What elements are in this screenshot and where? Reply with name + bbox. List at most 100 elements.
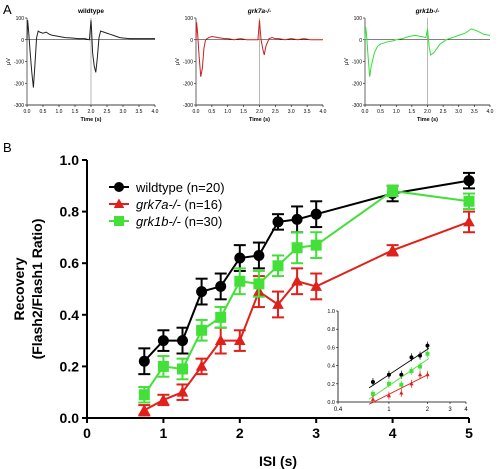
data-point — [157, 335, 169, 347]
inset-data-point — [386, 372, 391, 377]
x-tick-label: 0.5 — [208, 109, 215, 115]
y-tick-label: 0.0 — [60, 410, 80, 426]
inset-background — [338, 311, 466, 402]
y-tick-label: -300 — [14, 103, 24, 109]
x-tick-label: 1.0 — [56, 109, 63, 115]
data-point — [138, 389, 150, 401]
data-point — [157, 393, 170, 405]
x-tick-label: 3.0 — [120, 109, 127, 115]
x-tick-label: 3.5 — [304, 109, 311, 115]
data-point — [214, 334, 227, 345]
data-point — [253, 278, 265, 290]
x-tick-label: 3.5 — [471, 109, 478, 115]
x-tick-label: 4.0 — [320, 109, 327, 115]
x-tick-label: 0.5 — [40, 109, 47, 115]
data-point — [195, 360, 208, 371]
y-tick-label: -300 — [352, 103, 362, 109]
inset-y-tick-label: 1.0 — [327, 309, 335, 315]
legend-marker — [113, 198, 125, 208]
inset-data-point — [399, 390, 404, 395]
series-0 — [138, 171, 475, 376]
legend-label: grk7a-/- (n=16) — [136, 197, 222, 212]
panel-label-a: A — [3, 2, 12, 17]
data-point — [310, 239, 322, 251]
x-tick-label: 1.5 — [408, 109, 415, 115]
data-point — [272, 260, 284, 272]
data-point — [291, 275, 303, 286]
x-axis-label: Time (s) — [417, 117, 438, 123]
y-tick-label: -100 — [14, 60, 24, 66]
data-point — [234, 252, 246, 264]
y-tick-label: 100 — [354, 16, 363, 22]
inset-x-tick-label: 0.4 — [334, 407, 343, 413]
inset-data-point — [425, 351, 430, 356]
y-tick-label: 0.6 — [60, 255, 80, 271]
inset-y-tick-label: 0.2 — [327, 382, 335, 388]
x-tick-label: 3.0 — [288, 109, 295, 115]
inset-x-tick-label: 4 — [464, 407, 468, 413]
x-tick-label: 0.5 — [377, 109, 384, 115]
data-point — [253, 249, 265, 261]
x-tick-label: 4 — [389, 425, 397, 441]
data-point — [177, 363, 188, 375]
inset-chart: 0.0 0.2 0.4 0.6 0.8 1.0 0.4 1 2 3 4 — [327, 309, 468, 413]
inset-y-tick-label: 0.0 — [327, 400, 335, 406]
inset-data-point — [409, 355, 414, 360]
y-axis-label-line1: Recovery — [11, 257, 27, 320]
y-tick-label: -200 — [14, 81, 24, 87]
inset-data-point — [370, 397, 376, 401]
erg-trace — [195, 20, 323, 77]
inset-x-tick-label: 1 — [387, 407, 391, 413]
inset-data-point — [370, 391, 375, 396]
inset-data-point — [399, 372, 404, 377]
trace-title: wildtype — [77, 8, 104, 15]
x-tick-label: 3 — [312, 425, 320, 441]
panel-label-b: B — [3, 140, 12, 155]
y-tick-label: 0.4 — [60, 307, 80, 323]
inset-series-2 — [368, 370, 430, 405]
y-tick-label: 0 — [190, 38, 193, 44]
erg-trace — [364, 26, 491, 77]
x-tick-label: 0.0 — [24, 109, 31, 115]
y-tick-label: 0.8 — [60, 204, 80, 220]
data-point — [196, 286, 208, 298]
data-point — [196, 324, 208, 336]
inset-data-point — [425, 343, 430, 348]
erg-trace — [26, 20, 155, 88]
inset-data-point — [409, 369, 414, 374]
data-point — [234, 275, 246, 287]
y-tick-label: 100 — [185, 16, 194, 22]
inset-data-point — [370, 379, 375, 384]
y-tick-label: 100 — [16, 16, 25, 22]
trace-title: grk7a-/- — [247, 8, 271, 15]
data-point — [234, 334, 246, 345]
inset-series-0 — [368, 341, 430, 389]
inset-data-point — [409, 381, 414, 386]
x-tick-label: 1.5 — [72, 109, 79, 115]
data-point — [272, 298, 284, 309]
legend-label: grk1b-/- (n=30) — [136, 214, 222, 229]
y-tick-label: 1.0 — [60, 152, 80, 168]
inset-data-point — [386, 393, 392, 398]
data-point — [215, 311, 227, 323]
inset-y-tick-label: 0.4 — [327, 364, 335, 370]
inset-y-tick-label: 0.6 — [327, 345, 335, 351]
data-point — [138, 404, 151, 415]
legend: wildtype (n=20) grk7a-/- (n=16) grk1b-/- (… — [109, 180, 225, 229]
data-point — [272, 216, 284, 228]
x-tick-label: 0.0 — [362, 109, 369, 115]
x-tick-label: 2 — [236, 425, 244, 441]
x-tick-label: 1 — [160, 425, 168, 441]
y-axis-label-line2: (Flash2/Flash1 Ratio) — [29, 219, 45, 360]
x-tick-label: 3.0 — [455, 109, 462, 115]
inset-x-tick-label: 3 — [448, 407, 452, 413]
y-tick-label: 0 — [359, 38, 362, 44]
inset-series-1 — [368, 349, 430, 400]
y-tick-label: 0.2 — [60, 358, 80, 374]
series-1 — [138, 210, 475, 417]
x-tick-label: 2.5 — [104, 109, 111, 115]
data-point — [177, 335, 188, 347]
data-point — [291, 213, 303, 225]
x-tick-label: 0 — [83, 425, 91, 441]
x-tick-label: 1.0 — [393, 109, 400, 115]
